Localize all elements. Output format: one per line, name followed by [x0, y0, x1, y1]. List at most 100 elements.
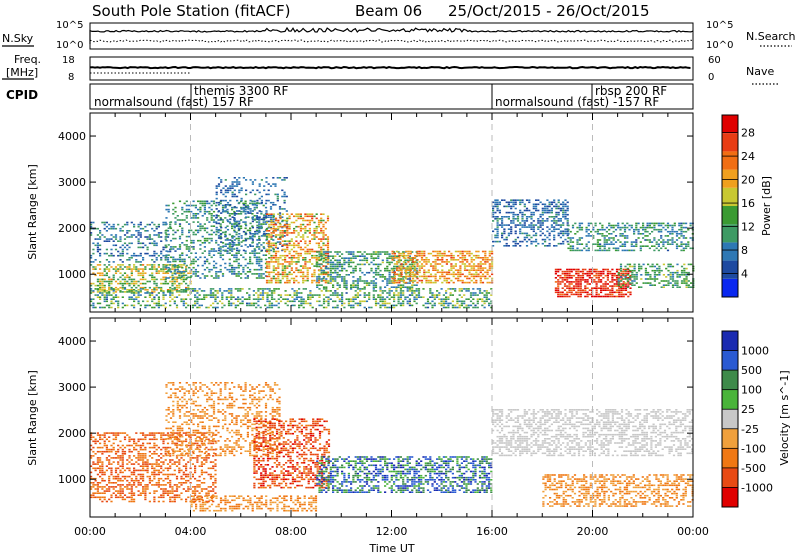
heatmap-cell: [320, 238, 323, 240]
heatmap-cell: [627, 281, 630, 283]
heatmap-cell: [233, 271, 236, 273]
heatmap-cell: [610, 233, 613, 235]
heatmap-cell: [151, 272, 154, 274]
heatmap-cell: [512, 213, 515, 216]
heatmap-cell: [205, 294, 208, 296]
heatmap-cell: [628, 249, 631, 252]
heatmap-cell: [326, 217, 330, 220]
heatmap-cell: [217, 183, 221, 185]
heatmap-cell: [592, 226, 595, 229]
heatmap-cell: [578, 222, 581, 225]
heatmap-cell: [235, 275, 238, 277]
heatmap-cell: [300, 292, 303, 294]
heatmap-cell: [155, 225, 158, 228]
heatmap-cell: [188, 231, 191, 234]
heatmap-cell: [345, 261, 348, 264]
heatmap-cell: [377, 294, 380, 296]
heatmap-cell: [210, 229, 213, 232]
heatmap-cell: [99, 238, 102, 240]
heatmap-cell: [475, 254, 478, 257]
heatmap-cell: [603, 249, 606, 252]
heatmap-cell: [322, 254, 325, 257]
heatmap-cell: [258, 235, 261, 238]
heatmap-cell: [96, 234, 99, 236]
heatmap-cell: [165, 204, 168, 207]
heatmap-cell: [313, 230, 316, 232]
heatmap-cell: [94, 259, 97, 261]
heatmap-cell: [579, 277, 582, 279]
heatmap-cell: [286, 300, 289, 303]
heatmap-cell: [220, 226, 223, 229]
heatmap-cell: [459, 267, 462, 269]
heatmap-cell: [284, 267, 287, 269]
heatmap-cell: [258, 218, 261, 221]
heatmap-cell: [611, 281, 614, 283]
heatmap-cell: [664, 247, 667, 250]
heatmap-cell: [324, 257, 327, 259]
heatmap-cell: [361, 263, 364, 266]
heatmap-cell: [566, 218, 569, 220]
heatmap-cell: [233, 266, 236, 269]
heatmap-cell: [190, 239, 193, 242]
heatmap-cell: [133, 223, 136, 226]
heatmap-cell: [622, 274, 625, 276]
heatmap-cell: [133, 266, 136, 268]
heatmap-cell: [169, 294, 172, 296]
heatmap-cell: [231, 271, 234, 273]
heatmap-cell: [105, 274, 108, 277]
heatmap-cell: [258, 197, 261, 200]
heatmap-cell: [438, 302, 441, 305]
heatmap-cell: [409, 252, 412, 255]
heatmap-cell: [352, 284, 355, 286]
heatmap-cell: [90, 261, 93, 263]
heatmap-cell: [251, 237, 254, 240]
heatmap-cell: [217, 204, 221, 206]
heatmap-cell: [171, 288, 174, 290]
heatmap-cell: [326, 259, 330, 261]
heatmap-cell: [157, 306, 160, 309]
heatmap-cell: [173, 270, 176, 272]
heatmap-cell: [510, 199, 513, 201]
heatmap-cell: [345, 292, 348, 294]
heatmap-cell: [277, 219, 280, 222]
heatmap-cell: [584, 281, 587, 283]
heatmap-cell: [559, 224, 562, 226]
heatmap-cell: [619, 276, 623, 278]
heatmap-cell: [101, 272, 104, 274]
heatmap-cell: [606, 289, 609, 291]
heatmap-cell: [336, 296, 339, 298]
heatmap-cell: [525, 232, 529, 235]
heatmap-cell: [400, 269, 403, 271]
heatmap-cell: [215, 201, 218, 204]
heatmap-cell: [408, 304, 411, 307]
heatmap-cell: [448, 277, 451, 280]
heatmap-cell: [317, 232, 321, 234]
heatmap-cell: [557, 270, 560, 273]
heatmap-cell: [123, 234, 127, 236]
heatmap-cell: [285, 177, 288, 179]
heatmap-cell: [110, 282, 113, 285]
heatmap-cell: [217, 277, 220, 279]
heatmap-cell: [535, 245, 538, 247]
heatmap-cell: [293, 279, 296, 282]
heatmap-cell: [286, 277, 289, 280]
heatmap-cell: [231, 254, 234, 256]
heatmap-cell: [622, 283, 625, 285]
heatmap-cell: [459, 250, 462, 253]
heatmap-cell: [682, 226, 685, 229]
heatmap-cell: [277, 250, 280, 253]
heatmap-cell: [277, 213, 280, 215]
heatmap-cell: [680, 226, 683, 229]
heatmap-cell: [406, 302, 409, 305]
heatmap-cell: [254, 230, 257, 233]
heatmap-cell: [128, 290, 131, 292]
heatmap-cell: [306, 215, 309, 218]
heatmap-cell: [644, 245, 647, 247]
heatmap-cell: [329, 280, 332, 282]
heatmap-cell: [397, 292, 400, 294]
heatmap-cell: [316, 300, 319, 303]
heatmap-cell: [176, 215, 179, 217]
heatmap-cell: [112, 244, 115, 247]
heatmap-cell: [562, 207, 565, 210]
heatmap-cell: [483, 300, 486, 303]
